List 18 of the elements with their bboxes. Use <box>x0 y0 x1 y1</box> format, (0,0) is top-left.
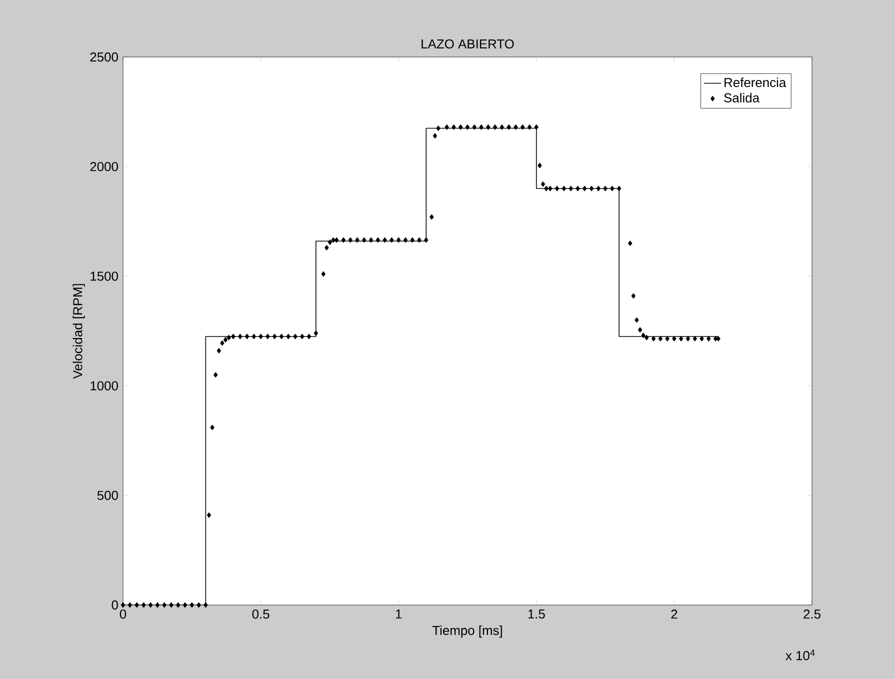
x-tick-label: 2.5 <box>804 610 820 619</box>
x-tick-label: 2 <box>671 610 678 619</box>
chart-title: LAZO ABIERTO <box>422 39 514 48</box>
y-tick-label: 1000 <box>90 381 118 390</box>
text: x 10$^{4}$ <box>786 650 815 660</box>
y-tick-label: 0 <box>112 600 118 610</box>
y-tick-label: 1500 <box>90 272 118 281</box>
x-tick-label: 0.5 <box>252 610 270 619</box>
y-axis-title: Velocidad [RPM] <box>72 284 85 379</box>
x-tick-label: 1 <box>396 610 402 618</box>
x-tick-label: 1.5 <box>528 610 545 619</box>
legend-label: Salida <box>724 92 760 102</box>
x-axis-title: Tiempo [ms] <box>432 626 502 638</box>
y-tick-label: 500 <box>97 490 118 500</box>
legend-label: Referencia <box>724 78 786 88</box>
y-tick-label: 2000 <box>90 162 118 172</box>
y-tick-label: 2500 <box>90 52 118 62</box>
x-tick-label: 0 <box>120 610 126 619</box>
